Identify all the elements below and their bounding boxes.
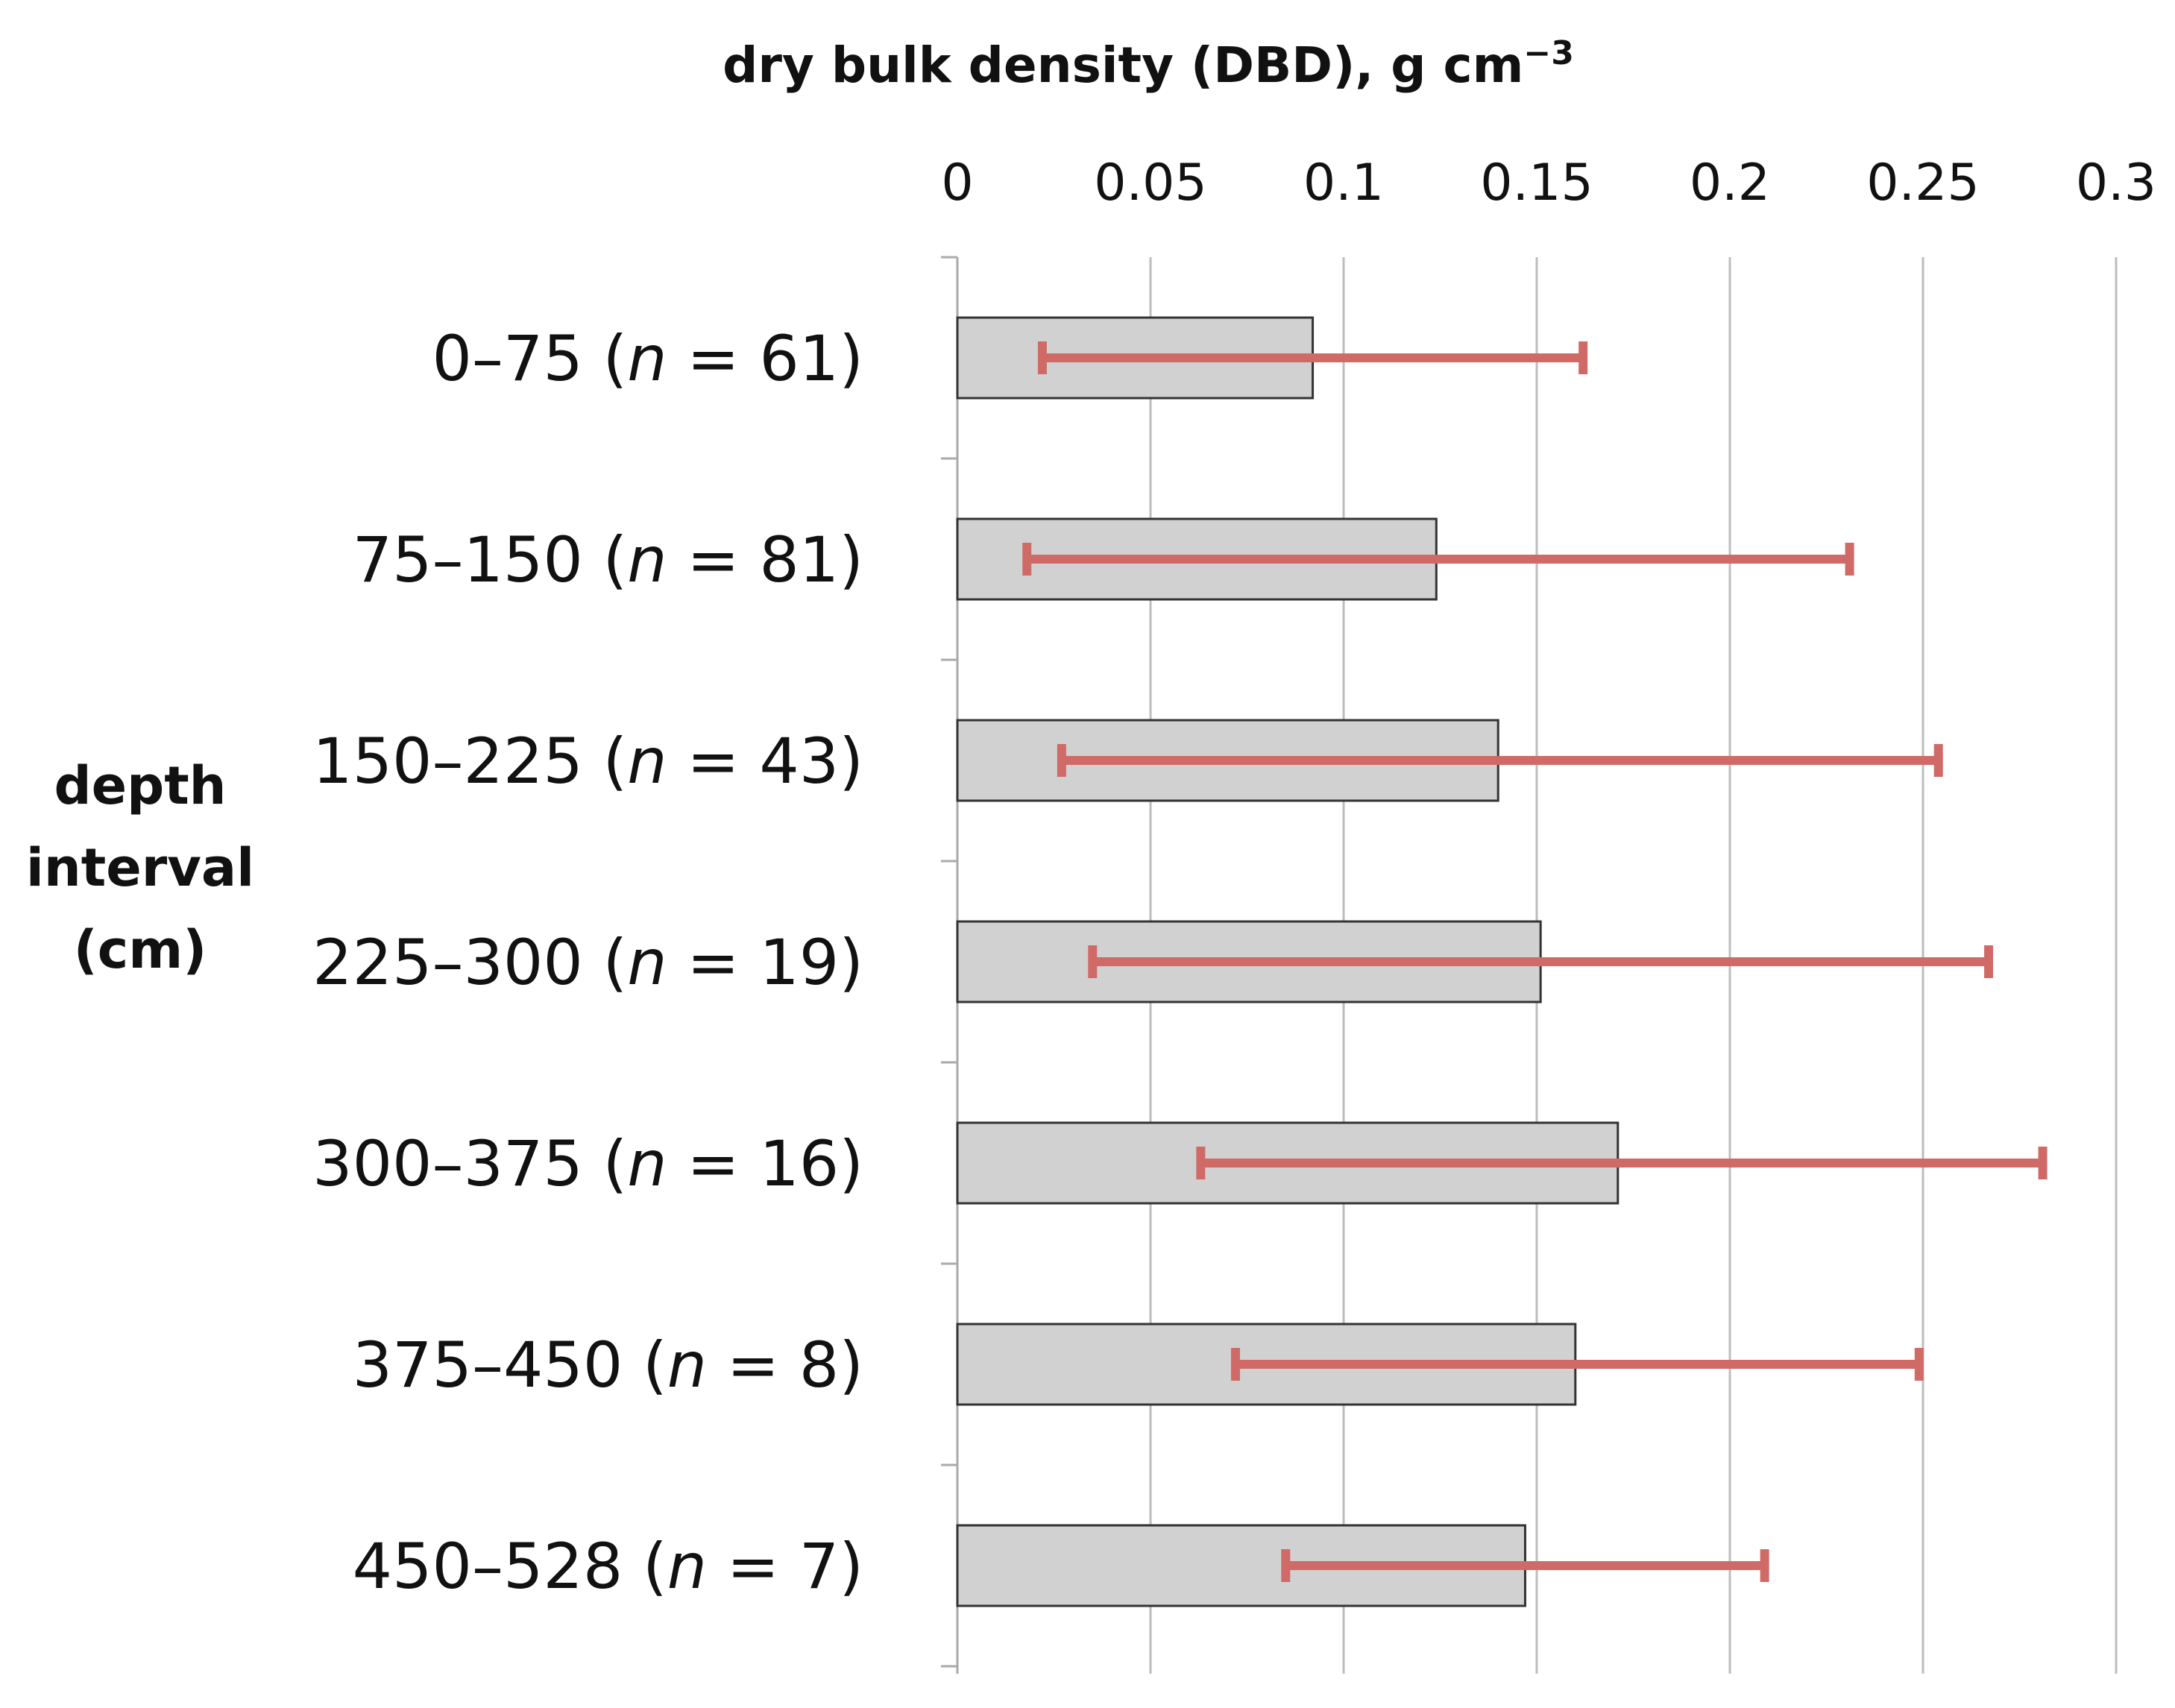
category-range-3: 225–300 ( (312, 926, 627, 999)
x-tick-label-4: 0.2 (1690, 154, 1770, 212)
category-n-symbol-4: n (627, 1127, 667, 1200)
y-axis-title-line-3: (cm) (74, 919, 207, 980)
category-n-symbol-1: n (627, 523, 667, 596)
error-bars (1022, 341, 2047, 1582)
category-n-symbol-2: n (627, 725, 667, 798)
category-n-symbol-3: n (627, 926, 667, 999)
category-n-symbol-5: n (667, 1329, 707, 1402)
category-count-4: = 16) (667, 1127, 863, 1200)
category-range-5: 375–450 ( (353, 1329, 667, 1402)
x-axis-title: dry bulk density (DBD), g cm−3 (723, 34, 1574, 94)
x-tick-label-2: 0.1 (1303, 154, 1384, 212)
error-bar-6 (1281, 1549, 1769, 1582)
category-label-2: 150–225 (n = 43) (312, 725, 863, 798)
error-bar-1 (1022, 543, 1854, 576)
x-tick-label-5: 0.25 (1866, 154, 1979, 212)
y-axis (941, 256, 959, 1674)
x-tick-labels: 0 0.05 0.1 0.15 0.2 0.25 0.3 (941, 154, 2156, 212)
category-label-1: 75–150 (n = 81) (353, 523, 863, 596)
category-range-6: 450–528 ( (353, 1530, 667, 1603)
category-count-6: = 7) (707, 1530, 863, 1603)
category-n-symbol-6: n (667, 1530, 707, 1603)
category-count-1: = 81) (667, 523, 863, 596)
category-count-3: = 19) (667, 926, 863, 999)
error-bar-4 (1196, 1147, 2047, 1179)
x-axis-title-superscript: −3 (1523, 34, 1573, 72)
error-bar-5 (1230, 1348, 1924, 1381)
category-range-0: 0–75 ( (432, 322, 627, 395)
error-bar-3 (1088, 945, 1994, 978)
x-tick-label-3: 0.15 (1480, 154, 1593, 212)
category-range-4: 300–375 ( (312, 1127, 627, 1200)
category-labels: 0–75 (n = 61)75–150 (n = 81)150–225 (n =… (312, 322, 863, 1603)
category-label-4: 300–375 (n = 16) (312, 1127, 863, 1200)
category-count-2: = 43) (667, 725, 863, 798)
error-bar-0 (1037, 341, 1588, 374)
category-range-1: 75–150 ( (353, 523, 628, 596)
category-count-5: = 8) (707, 1329, 863, 1402)
category-n-symbol-0: n (627, 322, 667, 395)
y-axis-title-line-1: depth (54, 755, 227, 816)
category-label-3: 225–300 (n = 19) (312, 926, 863, 999)
category-range-2: 150–225 ( (312, 725, 627, 798)
x-tick-label-1: 0.05 (1094, 154, 1206, 212)
category-count-0: = 61) (667, 322, 863, 395)
category-label-0: 0–75 (n = 61) (432, 322, 863, 395)
category-label-6: 450–528 (n = 7) (353, 1530, 863, 1603)
x-tick-label-6: 0.3 (2076, 154, 2156, 212)
error-bar-2 (1057, 744, 1943, 777)
x-tick-label-0: 0 (941, 154, 973, 212)
y-axis-title-line-2: interval (26, 837, 254, 898)
category-label-5: 375–450 (n = 8) (353, 1329, 863, 1402)
